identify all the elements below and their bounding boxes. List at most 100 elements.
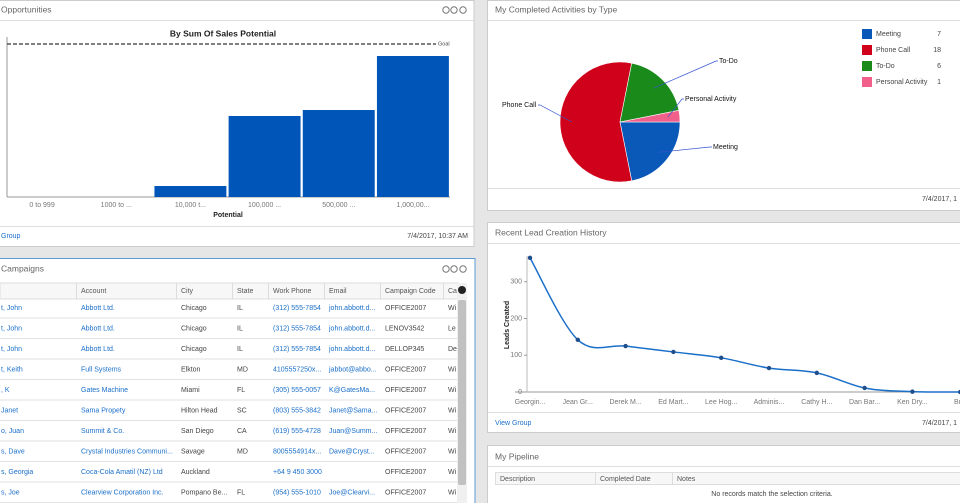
x-tick-label: Derek M... [609, 399, 641, 406]
x-tick-label: 1000 to ... [101, 202, 132, 209]
legend-swatch [862, 61, 872, 71]
x-tick-label: 1,000,00... [396, 202, 429, 209]
y-tick-label: 300 [510, 279, 522, 286]
point [719, 355, 724, 361]
column-header: Account [81, 288, 106, 295]
scroll-thumb[interactable] [458, 300, 466, 485]
legend-swatch [862, 29, 872, 39]
x-tick-label: Dan Bar... [849, 399, 880, 406]
table-cell: Elkton [181, 366, 201, 373]
table-cell: De [448, 346, 457, 353]
slice-label: Meeting [713, 144, 738, 151]
table-cell: Sama Propety [81, 407, 126, 414]
column-header: Ca [448, 288, 457, 295]
point [623, 343, 628, 349]
pie-slice [619, 109, 681, 123]
icon[interactable] [450, 265, 458, 273]
footer-link[interactable]: Group [1, 233, 21, 240]
table-cell: jabbot@abbo... [328, 366, 377, 373]
panel-title: My Pipeline [495, 451, 539, 461]
legend-label: To-Do [876, 63, 895, 70]
y-axis-label: Leads Created [504, 301, 511, 349]
slice-label: Phone Call [502, 102, 537, 109]
table-cell: Wi [448, 489, 457, 496]
table-cell: MD [237, 448, 248, 455]
table-cell: IL [237, 305, 243, 312]
table-cell: , K [1, 387, 10, 394]
x-tick-label: Ken Dry... [897, 399, 928, 406]
point [671, 349, 676, 355]
icon[interactable] [442, 265, 450, 273]
table-cell: Abbott Ltd. [81, 305, 115, 312]
point [910, 389, 915, 394]
x-tick-label: 10,000 t... [175, 202, 206, 209]
x-tick-label: Lee Hog... [705, 399, 737, 406]
line [529, 257, 960, 393]
table-cell: FL [237, 489, 245, 496]
table-cell: Wi [448, 428, 457, 435]
panel [487, 222, 960, 433]
column-header: Completed Date [600, 476, 651, 483]
bar [154, 186, 227, 197]
icon[interactable] [459, 6, 467, 14]
table-cell: john.abbott.d... [328, 346, 375, 353]
table-cell: (312) 555-7854 [273, 325, 321, 332]
table-cell: Wi [448, 366, 457, 373]
table-cell: OFFICE2007 [385, 489, 426, 496]
x-tick-label: Cathy H... [801, 399, 832, 406]
table-cell: (954) 555-1010 [273, 489, 321, 496]
table-cell: Pompano Be... [181, 489, 227, 496]
table-cell: Summit & Co. [81, 428, 124, 435]
icon[interactable] [459, 265, 467, 273]
icon[interactable] [442, 6, 450, 14]
table-cell: LENOV3542 [385, 325, 424, 332]
table-cell: OFFICE2007 [385, 469, 426, 476]
icon[interactable] [450, 6, 458, 14]
table-cell: t, John [1, 305, 22, 312]
column-header: Description [500, 476, 535, 483]
legend-swatch [862, 45, 872, 55]
legend-value: 1 [937, 79, 941, 86]
table-cell: john.abbott.d... [328, 325, 375, 332]
table-cell: Gates Machine [81, 387, 128, 394]
table-header [495, 472, 960, 485]
bar [376, 56, 449, 197]
goal-label: Goal [438, 41, 450, 47]
x-tick-label: Adminis... [754, 399, 785, 406]
x-tick-label: Jean Gr... [563, 399, 593, 406]
table-cell: (619) 555-4728 [273, 428, 321, 435]
point [766, 365, 772, 371]
table-cell: DELLOP345 [385, 346, 424, 353]
table-cell: Wi [448, 305, 457, 312]
point [575, 337, 580, 343]
table-cell: 4105557250x... [273, 366, 321, 373]
table-cell: (312) 555-7854 [273, 346, 321, 353]
table-cell: Chicago [181, 305, 207, 312]
bar [302, 110, 375, 197]
table-cell: s, Joe [1, 489, 20, 496]
x-tick-label: 500,000 ... [322, 202, 355, 209]
table-cell: Chicago [181, 346, 207, 353]
table-cell: Auckland [181, 469, 210, 476]
table-cell: +64 9 450 3000 [273, 469, 322, 476]
table-cell: FL [237, 387, 245, 394]
table-cell: Chicago [181, 325, 207, 332]
legend-label: Meeting [876, 31, 901, 38]
x-tick-label: 0 to 999 [29, 202, 54, 209]
timestamp: 7/4/2017, 10:37 AM [407, 233, 468, 240]
x-tick-label: Br... [954, 399, 960, 406]
table-cell: SC [237, 407, 247, 414]
column-header: City [181, 288, 194, 295]
table-cell: Joe@Clearvi... [329, 489, 375, 496]
footer-link[interactable]: View Group [495, 420, 532, 427]
table-cell: IL [237, 346, 243, 353]
table-cell: Dave@Cryst... [329, 448, 375, 455]
close-icon[interactable] [458, 286, 466, 294]
legend-value: 18 [933, 47, 941, 54]
table-cell: (803) 555-3842 [273, 407, 321, 414]
x-tick-label: Georgin... [515, 399, 546, 406]
table-cell: Full Systems [81, 366, 122, 373]
column-header: Notes [677, 476, 696, 483]
x-axis-label: Potential [213, 212, 243, 219]
